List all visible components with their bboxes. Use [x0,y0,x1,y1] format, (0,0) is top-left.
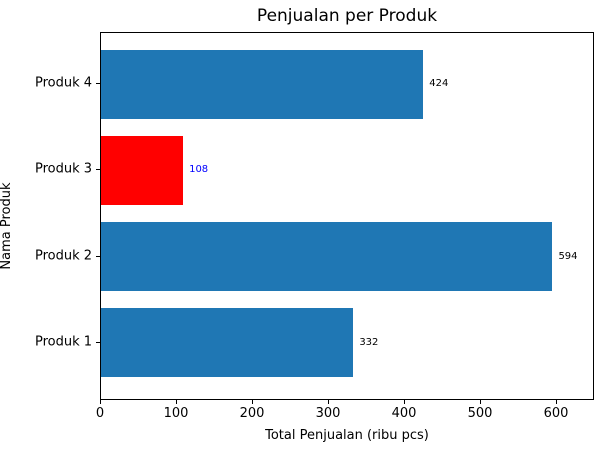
plot-area: 424 108 594 332 [100,32,594,400]
xtick-mark [100,400,101,404]
ytick-mark [96,83,100,84]
xtick-label-500: 500 [467,406,493,421]
xtick-mark [328,400,329,404]
xtick-mark [404,400,405,404]
value-label-produk-1: 332 [359,336,379,348]
bar-produk-4 [101,49,424,119]
bar-produk-1 [101,308,354,378]
ytick-label-produk-4: Produk 4 [34,75,92,91]
ytick-label-produk-2: Produk 2 [34,248,92,264]
xtick-label-0: 0 [95,406,105,421]
xtick-label-400: 400 [391,406,417,421]
xtick-mark [252,400,253,404]
xtick-label-600: 600 [543,406,569,421]
ytick-label-produk-1: Produk 1 [34,334,92,350]
ytick-mark [96,169,100,171]
xtick-mark [480,400,481,404]
ytick-mark [96,255,100,257]
ytick-label-produk-3: Produk 3 [34,161,92,177]
value-label-produk-4: 424 [429,78,449,89]
xtick-label-100: 100 [163,406,189,421]
chart-title: Penjualan per Produk [256,6,438,26]
xtick-mark [556,400,557,404]
xtick-label-300: 300 [315,406,341,421]
x-axis-label: Total Penjualan (ribu pcs) [265,428,429,443]
value-label-produk-2: 594 [558,250,578,262]
xtick-mark [176,400,177,404]
xtick-label-200: 200 [239,406,265,421]
ytick-mark [96,341,100,343]
bar-produk-2 [101,222,553,292]
value-label-produk-3: 108 [189,164,209,176]
bar-produk-3 [101,135,184,205]
